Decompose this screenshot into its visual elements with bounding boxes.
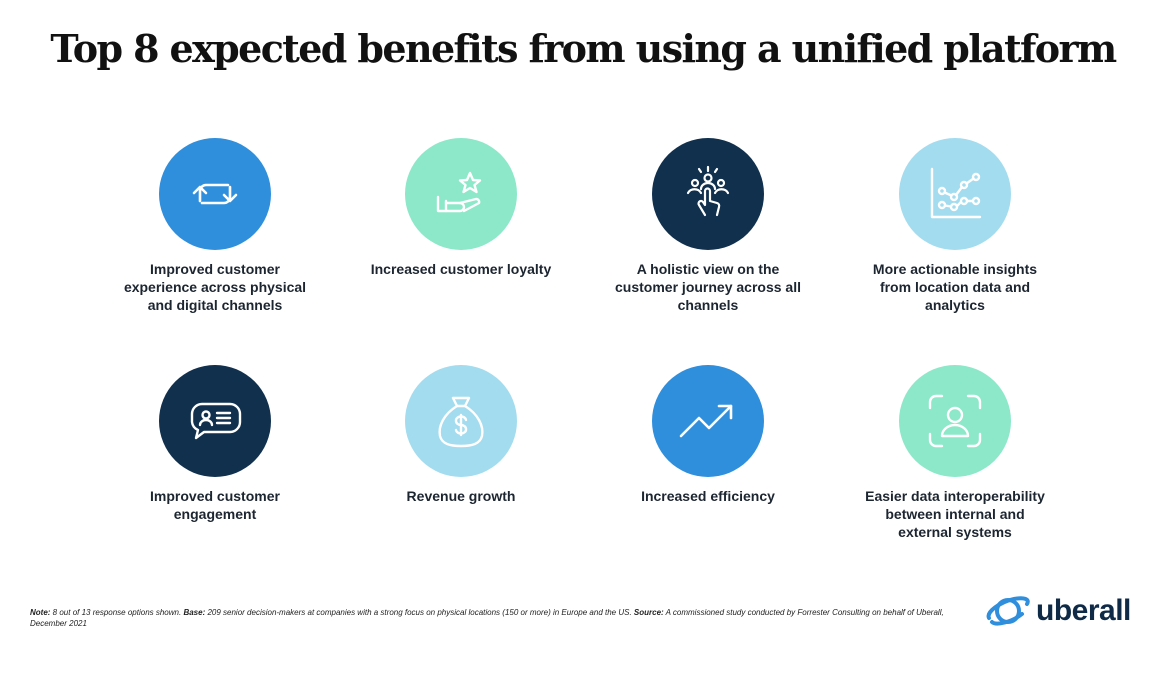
- benefit-card-6: Revenue growth: [351, 365, 571, 505]
- benefit-icon-circle: [405, 138, 517, 250]
- benefit-icon-circle: [159, 138, 271, 250]
- benefit-icon-circle: [652, 138, 764, 250]
- benefit-card-5: Improved customer engagement: [105, 365, 325, 523]
- benefit-card-7: Increased efficiency: [598, 365, 818, 505]
- benefit-card-4: More actionable insights from location d…: [845, 138, 1065, 314]
- chat-profile-icon: [190, 402, 242, 440]
- note-text: 8 out of 13 response options shown.: [50, 608, 184, 617]
- face-scan-icon: [928, 394, 982, 448]
- hand-star-icon: [436, 171, 482, 213]
- benefit-label: Improved customer experience across phys…: [123, 261, 307, 313]
- money-bag-icon: [438, 396, 484, 448]
- planet-icon: [986, 596, 1030, 626]
- benefit-label: A holistic view on the customer journey …: [615, 261, 801, 313]
- source-text: A commissioned study conducted by Forres…: [30, 608, 944, 628]
- benefit-icon-circle: [899, 365, 1011, 477]
- benefit-card-3: A holistic view on the customer journey …: [598, 138, 818, 314]
- base-label: Base:: [183, 608, 206, 617]
- benefit-label: Revenue growth: [406, 488, 516, 504]
- benefit-label: Easier data interoperability between int…: [865, 488, 1045, 540]
- benefit-icon-circle: [159, 365, 271, 477]
- base-text: 209 senior decision-makers at companies …: [205, 608, 634, 617]
- line-chart-icon: [930, 167, 982, 219]
- benefit-icon-circle: [652, 365, 764, 477]
- benefit-label: Improved customer engagement: [150, 488, 280, 522]
- benefit-icon-circle: [405, 365, 517, 477]
- benefit-card-2: Increased customer loyalty: [351, 138, 571, 278]
- page-title: Top 8 expected benefits from using a uni…: [50, 26, 1117, 71]
- uberall-logo: uberall: [986, 592, 1131, 630]
- footnote: Note: 8 out of 13 response options shown…: [30, 607, 970, 629]
- sync-arrows-icon: [192, 183, 238, 205]
- logo-text: uberall: [1036, 594, 1131, 627]
- trend-up-icon: [679, 404, 733, 438]
- source-label: Source:: [633, 608, 664, 617]
- benefit-label: Increased customer loyalty: [370, 261, 552, 277]
- benefit-label: Increased efficiency: [641, 488, 775, 504]
- people-pointer-icon: [686, 165, 730, 217]
- benefit-card-8: Easier data interoperability between int…: [845, 365, 1065, 541]
- benefit-icon-circle: [899, 138, 1011, 250]
- benefit-card-1: Improved customer experience across phys…: [105, 138, 325, 314]
- benefit-label: More actionable insights from location d…: [872, 261, 1038, 313]
- note-label: Note:: [30, 608, 51, 617]
